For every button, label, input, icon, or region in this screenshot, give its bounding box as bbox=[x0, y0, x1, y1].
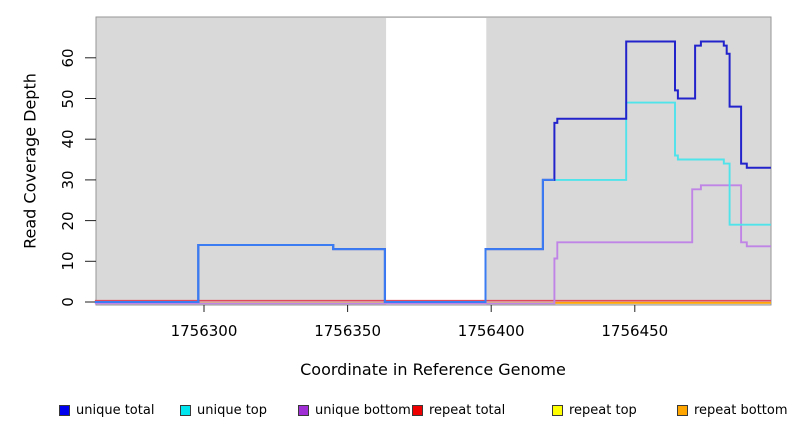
x-tick-label: 1756300 bbox=[170, 322, 238, 340]
y-tick-label: 10 bbox=[59, 251, 77, 271]
y-tick-label: 0 bbox=[59, 297, 77, 307]
x-axis-title: Coordinate in Reference Genome bbox=[300, 360, 566, 379]
legend-label: unique top bbox=[197, 403, 268, 418]
y-tick-label: 30 bbox=[59, 170, 77, 190]
legend-label: unique total bbox=[76, 403, 155, 418]
series-line-unique-bottom bbox=[94, 184, 771, 305]
x-tick-label: 1756350 bbox=[314, 322, 381, 340]
legend-swatch-repeat-top bbox=[552, 405, 563, 416]
legend-swatch-unique-total bbox=[59, 405, 70, 416]
legend-label: repeat total bbox=[429, 403, 506, 418]
y-tick-label: 20 bbox=[59, 211, 77, 231]
no-data-gap-band bbox=[386, 18, 487, 305]
legend-label: repeat bottom bbox=[694, 403, 788, 418]
legend-swatch-unique-top bbox=[180, 405, 191, 416]
legend-swatch-repeat-total bbox=[412, 405, 423, 416]
legend-swatch-repeat-bottom bbox=[677, 405, 688, 416]
legend-label: repeat top bbox=[569, 403, 637, 418]
y-tick-label: 50 bbox=[59, 88, 77, 109]
x-tick-label: 1756450 bbox=[601, 322, 669, 340]
y-tick-label: 40 bbox=[59, 129, 77, 149]
legend-swatch-unique-bottom bbox=[298, 405, 309, 416]
y-tick-label: 60 bbox=[59, 48, 77, 68]
x-tick-label: 1756400 bbox=[457, 322, 525, 340]
y-axis-title: Read Coverage Depth bbox=[20, 73, 40, 249]
series-line-unique-total-overlap bbox=[94, 178, 555, 303]
legend-label: unique bottom bbox=[315, 403, 411, 418]
